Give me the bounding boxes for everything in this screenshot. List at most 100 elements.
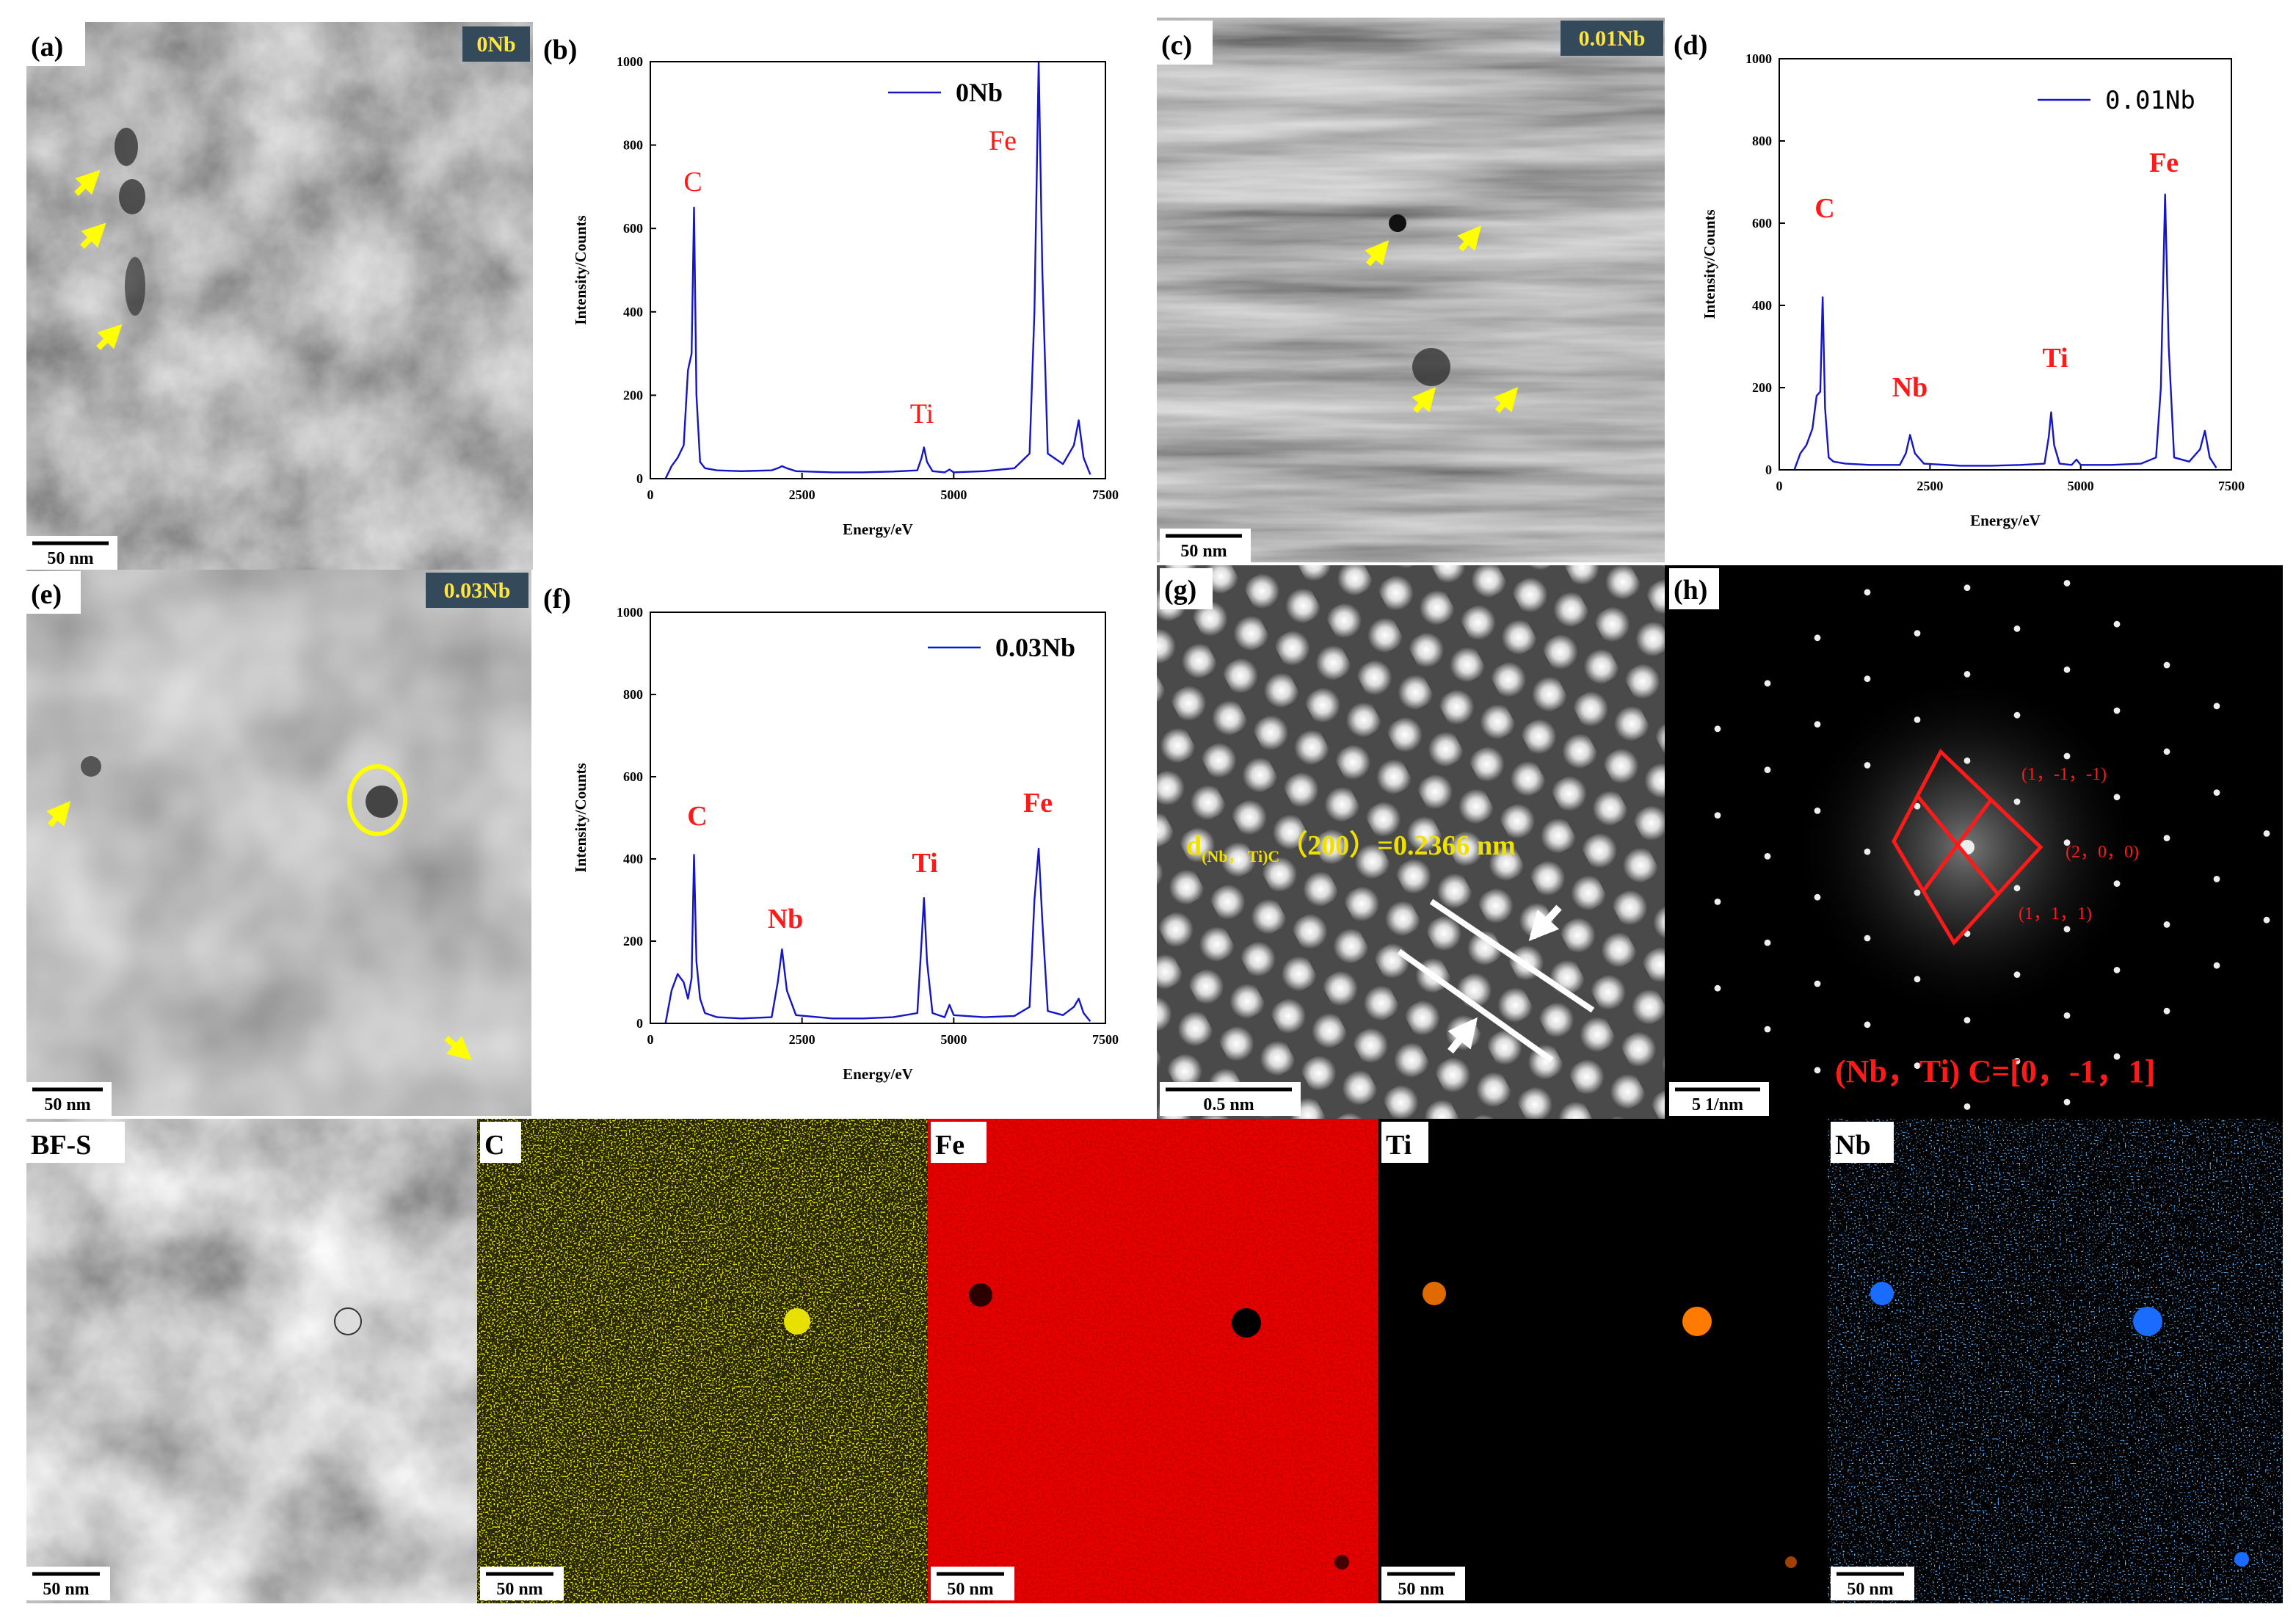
peak-label: Ti <box>912 848 937 879</box>
micrograph <box>26 22 533 570</box>
plot-frame <box>650 61 1106 479</box>
map-label: BF-S <box>31 1130 91 1161</box>
fft-spot <box>1963 757 1971 764</box>
arrows <box>74 170 123 350</box>
fft-spot <box>1864 762 1871 769</box>
fft-spot <box>1814 1067 1821 1074</box>
peak-label: Fe <box>2149 148 2179 178</box>
y-tick-label: 200 <box>1752 380 1772 395</box>
scale-bar-label: 50 nm <box>1398 1580 1444 1599</box>
miller-index: (1，1，1) <box>2019 904 2092 924</box>
fft-spot <box>1864 675 1871 682</box>
y-tick-label: 600 <box>1752 216 1772 231</box>
fft-spot <box>1814 808 1821 814</box>
y-tick-label: 400 <box>623 852 643 866</box>
arrows <box>1447 904 1562 1054</box>
x-tick-label: 7500 <box>1092 487 1119 502</box>
nb-particle <box>2133 1307 2162 1336</box>
precipitate <box>81 756 101 777</box>
map-label: C <box>484 1130 504 1161</box>
miller-index: (2，0，0) <box>2066 843 2139 862</box>
fft-spot <box>1914 802 1921 810</box>
d-symbol: d <box>1186 830 1202 861</box>
peak-label: Nb <box>768 904 804 935</box>
y-tick-label: 200 <box>623 934 643 948</box>
fft-spot <box>1963 671 1971 678</box>
fft-spot <box>2213 876 2220 882</box>
peak-label: C <box>683 167 702 197</box>
fft-spots <box>1714 580 2270 1110</box>
x-tick-label: 2500 <box>789 487 815 502</box>
panel-label: (g) <box>1164 575 1196 606</box>
y-axis-label: Intensity/Counts <box>1701 209 1718 319</box>
fe-void <box>1232 1308 1261 1338</box>
panel-label-box <box>26 22 85 66</box>
line-shape <box>1365 240 1389 266</box>
x-axis-label: Energy/eV <box>843 1065 913 1083</box>
fft-spot <box>1814 980 1821 987</box>
fe-void <box>969 1283 992 1307</box>
fft-spot <box>1914 976 1921 983</box>
fft-spot <box>2063 752 2071 760</box>
fft-spot <box>1764 1026 1771 1033</box>
fft-spot <box>1714 812 1721 819</box>
fft-spot <box>2113 967 2121 973</box>
spectrum-line <box>1793 193 2217 471</box>
fft-spot <box>1714 899 1721 905</box>
fft-spot <box>2113 794 2121 801</box>
panel-label: (e) <box>31 579 62 610</box>
map-label-box <box>1381 1122 1428 1163</box>
line-shape <box>1528 904 1562 941</box>
d-spacing-annotation: d(Nb， Ti)C（200）=0.2366 nm <box>1186 830 1516 866</box>
x-tick-label: 2500 <box>1917 479 1943 493</box>
fft-spot <box>1914 630 1921 636</box>
x-tick-label: 5000 <box>940 1032 967 1047</box>
panel-label-box <box>26 571 81 614</box>
sample-tag: 0.03Nb <box>444 578 511 603</box>
fe-map-texture <box>928 1119 1378 1603</box>
y-tick-label: 800 <box>623 138 643 153</box>
map-label: Ti <box>1386 1130 1412 1161</box>
x-tick-label: 5000 <box>2068 479 2094 493</box>
fft-spot <box>2213 703 2220 710</box>
c-particle <box>784 1308 810 1335</box>
arrows <box>46 801 472 1061</box>
map-label: Fe <box>935 1130 964 1161</box>
map-label-box <box>1831 1122 1894 1163</box>
line-shape <box>1494 387 1519 413</box>
fft-spot <box>2113 620 2121 628</box>
fft-spot <box>1914 717 1921 723</box>
fft-spot <box>2163 835 2170 841</box>
fft-spot <box>2113 880 2121 887</box>
fft-spot <box>2263 830 2270 837</box>
fft-spot <box>2013 1058 2021 1064</box>
fft-spot <box>1814 893 1821 901</box>
line-shape <box>80 222 106 249</box>
fft-spot <box>2063 926 2071 932</box>
fft-spot <box>2063 839 2071 846</box>
fft-spot <box>2263 916 2270 924</box>
nb-particle <box>1870 1282 1894 1305</box>
lattice-rhombus <box>1892 748 2043 946</box>
panel-label-box <box>1157 21 1213 65</box>
panel-label: (a) <box>31 32 63 62</box>
y-tick-label: 0 <box>1765 462 1772 477</box>
x-tick-label: 5000 <box>940 487 967 502</box>
fft-spot <box>1864 935 1871 942</box>
x-tick-label: 2500 <box>789 1032 815 1047</box>
charts: (b) 0 200 400 600 800 1000 0 2500 5000 7500 Energy/… <box>531 18 2296 1119</box>
fft-spot <box>1814 721 1821 728</box>
x-axis-label: Energy/eV <box>1970 512 2041 529</box>
line-shape <box>1457 225 1482 252</box>
legend-label: 0Nb <box>956 78 1003 107</box>
y-tick-label: 800 <box>1752 134 1772 148</box>
fft-spot <box>2063 1012 2071 1019</box>
fft-spot <box>2063 1098 2071 1106</box>
fft-spot <box>2163 748 2170 755</box>
line-shape <box>74 170 101 196</box>
line-shape <box>1429 899 1595 1013</box>
fft-spot <box>2013 625 2021 632</box>
fft-spot <box>1963 1103 1971 1110</box>
fft-spot <box>1764 939 1771 946</box>
panel-label-box <box>1669 568 1719 609</box>
